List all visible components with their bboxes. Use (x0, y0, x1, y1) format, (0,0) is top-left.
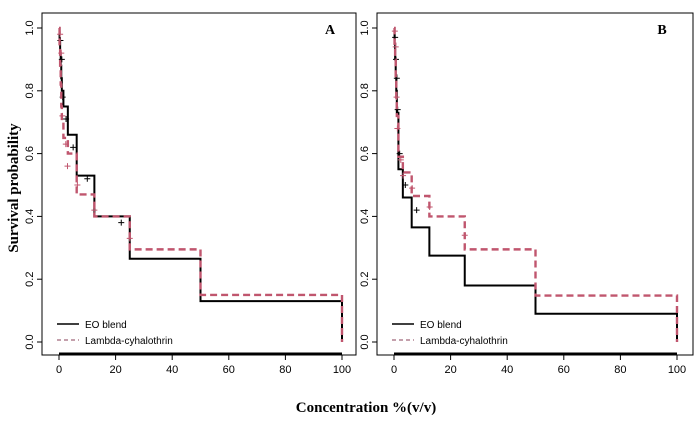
lambda-censor-mark (409, 185, 416, 192)
x-tick-label: 0 (56, 364, 62, 376)
eo-censor-mark (118, 219, 125, 226)
plot-frame (41, 12, 357, 356)
lambda-censor-mark (397, 156, 404, 163)
y-tick-label: 0.2 (359, 272, 371, 287)
panel-b: 0 20 40 60 80 100 0.0 0.2 0.4 0.6 0.8 1.0 B EO blend L… (359, 12, 694, 376)
eo-censor-mark (413, 207, 420, 214)
eo-censor-mark (63, 116, 70, 123)
x-tick-label: 60 (223, 364, 235, 376)
x-tick-label: 80 (614, 364, 626, 376)
y-tick-label: 0.0 (24, 334, 36, 349)
legend-eo-label: EO blend (420, 320, 462, 331)
x-tick-label: 100 (333, 364, 351, 376)
lambda-censor-mark (74, 182, 81, 188)
lambda-censor-mark (57, 31, 64, 38)
lambda-censor-mark (391, 28, 398, 35)
lambda-censor-mark (426, 203, 433, 210)
eo-censor-mark (84, 175, 91, 182)
lambda-censor-mark (400, 172, 407, 179)
lambda-censor-mark (58, 50, 65, 57)
lambda-censor-mark (394, 125, 401, 132)
legend-lambda-label: Lambda-cyhalothrin (85, 336, 173, 347)
lambda-censor-mark (461, 232, 468, 239)
lambda-censor-mark (392, 43, 399, 50)
y-tick-label: 0.4 (24, 209, 36, 224)
x-tick-label: 60 (558, 364, 570, 376)
y-tick-label: 0.0 (359, 334, 371, 349)
y-tick-label: 0.6 (24, 146, 36, 161)
y-tick-label: 1.0 (24, 20, 36, 35)
legend-lambda-label: Lambda-cyhalothrin (420, 336, 508, 347)
lambda-censor-mark (64, 163, 71, 170)
y-tick-label: 0.2 (24, 272, 36, 287)
x-tick-label: 80 (279, 364, 291, 376)
eo-censor-mark (58, 56, 65, 63)
panel-a: 0 20 40 60 80 100 0.0 0.2 0.4 0.6 0.8 1.0 A EO blend L… (24, 12, 357, 376)
x-tick-label: 100 (668, 364, 686, 376)
x-tick-label: 0 (391, 364, 397, 376)
y-tick-label: 0.6 (359, 146, 371, 161)
lambda-cyhalothrin-curve (393, 26, 679, 342)
legend-eo-label: EO blend (85, 320, 127, 331)
y-tick-label: 0.8 (24, 83, 36, 98)
panel-label: A (325, 23, 336, 38)
eo-censor-mark (402, 182, 409, 188)
lambda-censor-mark (91, 207, 98, 214)
lambda-censor-mark (126, 235, 133, 242)
x-tick-label: 40 (501, 364, 513, 376)
y-tick-label: 1.0 (359, 20, 371, 35)
lambda-censor-mark (62, 141, 69, 148)
x-tick-label: 20 (444, 364, 456, 376)
lambda-censor-mark (393, 94, 400, 101)
panel-label: B (657, 23, 666, 38)
x-tick-label: 20 (109, 364, 121, 376)
y-tick-label: 0.4 (359, 209, 371, 224)
lambda-censor-mark (59, 112, 66, 119)
x-axis-title: Concentration %(v/v) (296, 400, 436, 416)
y-tick-label: 0.8 (359, 83, 371, 98)
eo-censor-mark (70, 144, 77, 151)
x-tick-label: 40 (166, 364, 178, 376)
lambda-cyhalothrin-curve (58, 26, 344, 342)
y-axis-title: Survival probability (6, 123, 22, 253)
